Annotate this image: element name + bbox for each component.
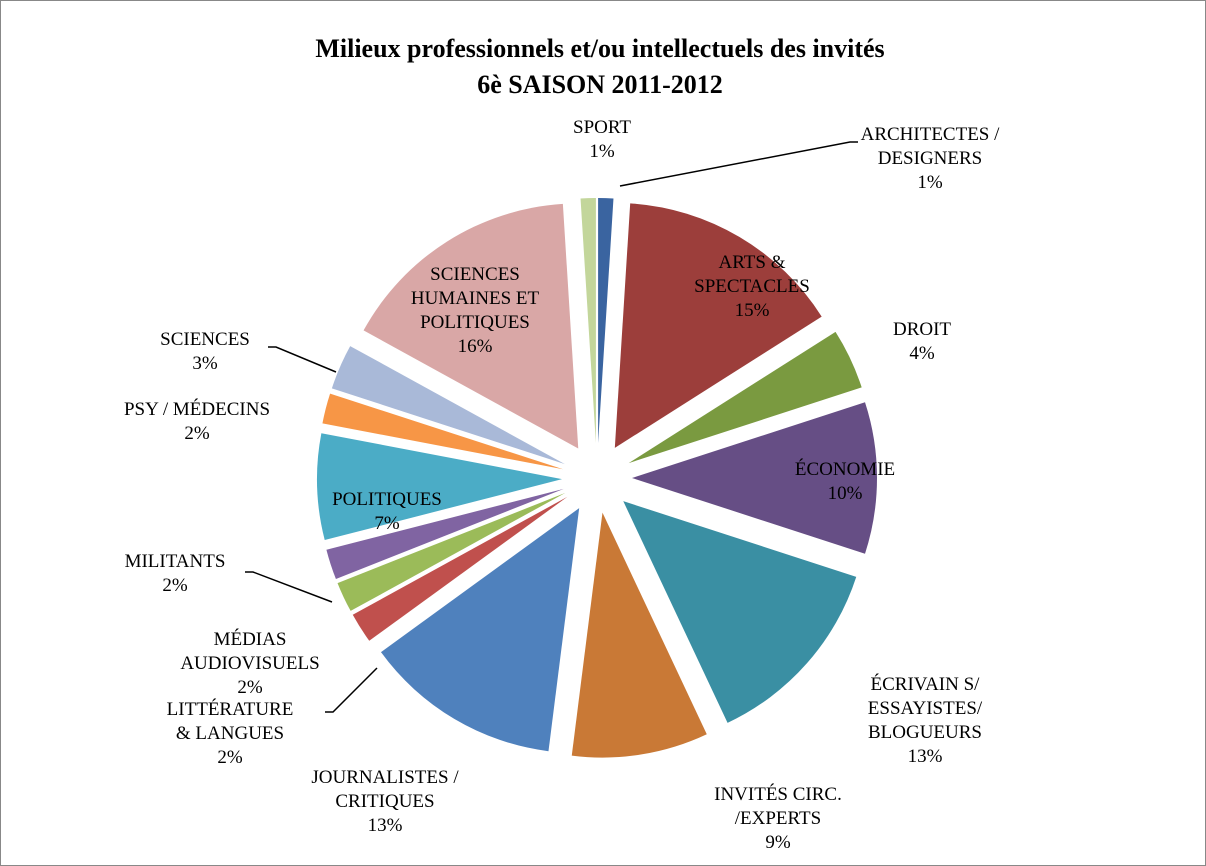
slice-label: LITTÉRATURE & LANGUES 2%: [167, 698, 294, 768]
pie-slice: [337, 492, 566, 611]
slice-label: SPORT 1%: [573, 117, 631, 162]
chart-subtitle: 6è SAISON 2011-2012: [477, 70, 723, 99]
slice-label: POLITIQUES 7%: [332, 489, 442, 534]
leader-line: [245, 571, 333, 603]
pie-slice: [352, 496, 568, 641]
slice-label: MÉDIAS AUDIOVISUELS 2%: [180, 628, 319, 698]
category-label: PSY / MÉDECINS: [124, 398, 270, 420]
slice-label: INVITÉS CIRC./EXPERTS 9%: [714, 783, 842, 853]
category-label: SCIENCES HUMAINES ET POLITIQUES: [411, 264, 540, 333]
value-label: 2%: [184, 423, 210, 444]
pie-slice: [326, 488, 564, 580]
pie-slice: [580, 198, 596, 444]
value-label: 4%: [909, 343, 935, 364]
slice-label: PSY / MÉDECINS 2%: [124, 398, 270, 444]
value-label: 2%: [217, 747, 243, 768]
pie-slice: [571, 512, 707, 758]
slice-label: ÉCONOMIE 10%: [795, 458, 895, 504]
slice-label: ARCHITECTES / DESIGNERS 1%: [861, 124, 1001, 193]
pie-slice: [628, 331, 862, 464]
pie-slice: [598, 198, 614, 444]
category-label: LITTÉRATURE & LANGUES: [167, 698, 294, 744]
category-label: ÉCRIVAIN S/ESSAYISTES/BLOGUEURS: [868, 673, 983, 743]
slice-label: SCIENCES 3%: [160, 329, 250, 374]
value-label: 13%: [368, 815, 403, 836]
value-label: 3%: [192, 353, 218, 374]
leader-line: [268, 346, 337, 373]
category-label: ARTS & SPECTACLES: [694, 252, 810, 297]
slice-label: SCIENCES HUMAINES ET POLITIQUES 16%: [411, 264, 540, 357]
value-label: 2%: [162, 575, 188, 596]
category-label: JOURNALISTES / CRITIQUES: [311, 767, 459, 812]
slice-label: ARTS & SPECTACLES 15%: [694, 252, 810, 321]
category-label: DROIT: [893, 319, 951, 340]
value-label: 9%: [765, 832, 791, 853]
leader-line: [619, 141, 858, 187]
pie-slice: [317, 433, 563, 541]
value-label: 1%: [917, 172, 943, 193]
category-label: ÉCONOMIE: [795, 458, 895, 480]
category-label: SPORT: [573, 117, 631, 138]
value-label: 10%: [828, 483, 863, 504]
value-label: 1%: [589, 141, 615, 162]
category-label: ARCHITECTES / DESIGNERS: [861, 124, 1001, 169]
value-label: 13%: [908, 746, 943, 767]
slice-label: DROIT 4%: [893, 319, 951, 364]
leader-line: [325, 667, 378, 713]
category-label: INVITÉS CIRC./EXPERTS: [714, 783, 842, 829]
pie-slice: [380, 508, 580, 752]
slice-label: JOURNALISTES / CRITIQUES 13%: [311, 767, 459, 836]
chart-title: Milieux professionnels et/ou intellectue…: [315, 34, 884, 63]
pie-slice: [322, 393, 564, 470]
category-label: SCIENCES: [160, 329, 250, 350]
category-label: MILITANTS: [125, 551, 226, 572]
pie-slice: [614, 203, 822, 448]
pie-slice: [363, 203, 579, 449]
category-label: MÉDIAS AUDIOVISUELS: [180, 628, 319, 674]
slice-label: ÉCRIVAIN S/ESSAYISTES/BLOGUEURS 13%: [868, 673, 983, 767]
pie-slice: [331, 346, 565, 465]
pie-slice: [623, 501, 857, 723]
value-label: 2%: [237, 677, 263, 698]
category-label: POLITIQUES: [332, 489, 442, 510]
slice-label: MILITANTS 2%: [125, 551, 226, 596]
value-label: 16%: [458, 336, 493, 357]
pie-slice: [632, 402, 877, 554]
value-label: 7%: [374, 513, 400, 534]
value-label: 15%: [735, 300, 770, 321]
